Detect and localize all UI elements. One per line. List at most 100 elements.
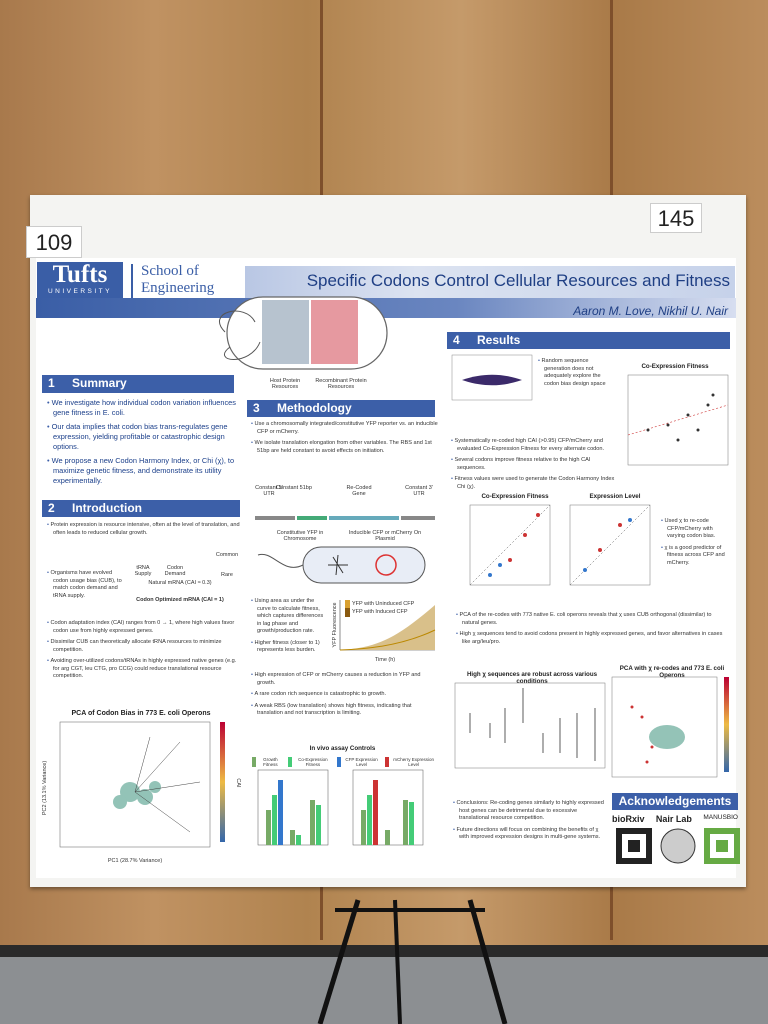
logo-sub: UNIVERSITY [47, 288, 112, 295]
bullet: We investigate how individual codon vari… [46, 398, 238, 418]
figure-label: Recombinant Protein Resources [315, 378, 367, 390]
bullet: High χ sequences tend to avoid codons pr… [455, 631, 730, 646]
bullet-list: Protein expression is resource intensive… [46, 522, 241, 541]
chart-title: In vivo assay Controls [309, 745, 376, 752]
logo-box: Tufts UNIVERSITY [37, 262, 123, 298]
axis-label: Time (h) [374, 657, 396, 663]
board-number: 109 [26, 226, 82, 258]
section-heading: 3 Methodology [247, 400, 435, 417]
figure-label: tRNA Supply [134, 565, 152, 577]
figure-label: Re-Coded Gene [346, 485, 372, 497]
bullet: Our data implies that codon bias trans-r… [46, 422, 238, 452]
bullet: Avoiding over-utilized codons/tRNAs in h… [46, 658, 241, 681]
axis-label: YFP Fluorescence [332, 602, 338, 648]
section-number: 3 [253, 401, 260, 415]
bullet-list: Codon adaptation index (CAI) ranges from… [46, 620, 241, 685]
logos: bioRxiv Nair Lab MANUSBIO [612, 814, 738, 824]
bullet: χ is a good predictor of fitness across … [660, 545, 732, 568]
pca-plot [611, 676, 729, 778]
sponsor-logo: Nair Lab [655, 814, 692, 824]
bullet: Fitness values were used to generate the… [450, 476, 620, 491]
heading-text: Summary [72, 376, 127, 390]
bullet: A rare codon rich sequence is catastroph… [250, 691, 438, 699]
bullet-list: PCA of the re-codes with 773 native E. c… [455, 612, 730, 650]
scatter-pair [469, 504, 651, 586]
bullet: Several codons improve fitness relative … [450, 457, 620, 472]
bullet: Dissimilar CUB can theoretically allocat… [46, 639, 241, 654]
bullet: PCA of the re-codes with 773 native E. c… [455, 612, 730, 627]
heading-text: Results [477, 333, 521, 347]
figure-label: Host Protein Resources [269, 378, 301, 390]
note: Random sequence generation does not adeq… [537, 358, 612, 392]
authors: Aaron M. Love, Nikhil U. Nair [573, 304, 728, 318]
figure-label: Rare [221, 572, 233, 578]
bullet: Protein expression is resource intensive… [46, 522, 241, 537]
section-heading: 4 Results [447, 332, 730, 349]
bullet: High expression of CFP or mCherry causes… [250, 672, 438, 687]
legend-entry: mCherry Expression Level [385, 757, 437, 767]
axis-label: PC2 (13.1% Variance) [42, 760, 48, 816]
bullet-list: Systematically re-coded high CAI (>0.95)… [450, 438, 620, 495]
bullet: A weak RBS (low translation) shows high … [250, 703, 438, 718]
heading-text: Introduction [72, 501, 142, 515]
robust-chart [454, 682, 606, 769]
scatter [627, 374, 729, 466]
bullet: We propose a new Codon Harmony Index, or… [46, 456, 238, 486]
legend-entry: Co-Expression Fitness [287, 757, 333, 767]
bullet: Use a chromosomally integrated/constitut… [250, 421, 440, 436]
bullet: Higher fitness (closer to 1) represents … [250, 640, 328, 655]
construct-bar [255, 516, 435, 520]
bullet: We isolate translation elongation from o… [250, 440, 440, 455]
legend-entry: YFP with Uninduced CFP [345, 600, 425, 609]
legend-entry: Growth Fitness [252, 757, 284, 767]
bullet-list: Use a chromosomally integrated/constitut… [250, 421, 440, 459]
growth-chart [339, 600, 436, 651]
figure-label: Constitutive YFP in Chromosome [276, 530, 324, 542]
future: Future directions will focus on combinin… [452, 827, 607, 842]
author-band [36, 298, 736, 318]
chart-title: PCA of Codon Bias in 773 E. coli Operons [71, 710, 211, 717]
legend-entry: CFP Expression Level [336, 757, 381, 767]
figure-label: Constant 5' UTR [255, 485, 283, 497]
bullet: Using area as under the curve to calcula… [250, 598, 328, 636]
bullet-list: Using area as under the curve to calcula… [250, 598, 328, 659]
bullet: Organisms have evolved codon usage bias … [46, 570, 126, 600]
section-heading: 1 Summary [42, 375, 234, 393]
chart-title: High χ sequences are robust across vario… [466, 671, 598, 685]
figure-label: Codon Optimized mRNA (CAI = 1) [136, 597, 224, 603]
violin-plot [451, 354, 533, 401]
chart-title: Co-Expression Fitness [481, 493, 549, 500]
note: Conclusions: Re-coding genes similarly t… [452, 800, 607, 846]
pca-plot [59, 721, 225, 848]
divider [131, 264, 133, 298]
sponsor-logo: bioRxiv [612, 814, 645, 824]
figure-label: Common [215, 552, 239, 558]
bullet: Systematically re-coded high CAI (>0.95)… [450, 438, 620, 453]
chart-title: PCA with χ re-codes and 773 E. coli Oper… [619, 665, 725, 679]
heading-text: Methodology [277, 401, 352, 415]
school: School of Engineering [141, 263, 215, 296]
chart-title: Expression Level [589, 493, 641, 500]
section-number: 4 [453, 333, 460, 347]
bullet-list: Used χ to re-code CFP/mCherry with varyi… [660, 518, 732, 571]
figure-label: Inducible CFP or mCherry On Plasmid [348, 530, 422, 542]
section-number: 2 [48, 501, 55, 515]
legend-entry: YFP with Induced CFP [345, 608, 425, 617]
logo: Tufts [52, 261, 108, 288]
section-heading: 2 Introduction [42, 500, 240, 517]
cell-diagram [257, 546, 426, 584]
bullet-list: Organisms have evolved codon usage bias … [46, 570, 126, 604]
bullet-list: High expression of CFP or mCherry causes… [250, 672, 438, 722]
figure-label: Natural mRNA (CAI ≈ 0.3) [148, 580, 212, 586]
board-number: 145 [650, 203, 702, 233]
conclusions: Conclusions: Re-coding genes similarly t… [452, 800, 607, 823]
figure-label: Constant 51bp [276, 485, 312, 491]
chart-title: Co-Expression Fitness [641, 363, 709, 370]
axis-label: PC1 (28.7% Variance) [107, 858, 163, 864]
cell-diagram [218, 296, 388, 370]
bullet: Codon adaptation index (CAI) ranges from… [46, 620, 241, 635]
title: Specific Codons Control Cellular Resourc… [306, 271, 730, 290]
legend: Growth Fitness Co-Expression Fitness CFP E… [252, 757, 437, 767]
